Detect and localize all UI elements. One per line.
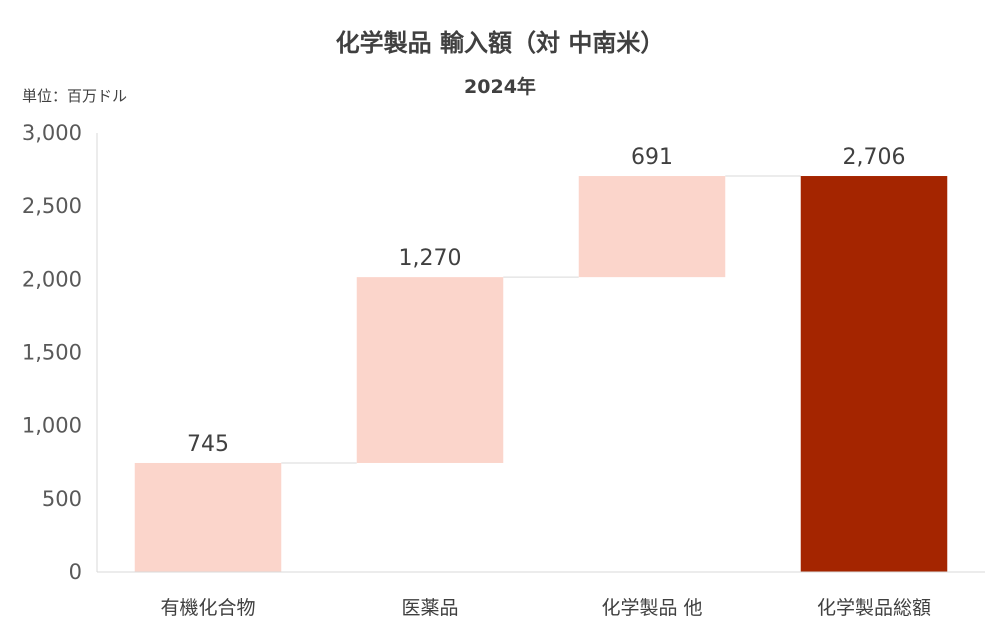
data-labels: 745 1,270 691 2,706 <box>187 145 905 457</box>
x-tick-label: 医薬品 <box>401 597 458 619</box>
y-tick-label: 2,000 <box>22 267 82 291</box>
bar-total <box>800 176 948 572</box>
bar-increment <box>578 176 726 278</box>
x-tick-label: 有機化合物 <box>160 597 255 619</box>
connector-lines <box>281 175 801 464</box>
y-tick-label: 2,500 <box>22 194 82 218</box>
y-tick-label: 3,000 <box>22 121 82 145</box>
y-tick-label: 1,000 <box>22 414 82 438</box>
bars <box>134 176 948 572</box>
x-tick-label: 化学製品 他 <box>601 597 702 619</box>
chart-title: 化学製品 輸入額（対 中南米） <box>336 29 665 57</box>
bar-increment <box>134 462 282 572</box>
y-tick-label: 0 <box>69 560 82 584</box>
data-label: 1,270 <box>399 246 462 271</box>
data-label: 691 <box>631 145 673 170</box>
data-label: 2,706 <box>843 145 906 170</box>
unit-label: 単位：百万ドル <box>22 87 127 105</box>
bar-increment <box>356 277 504 463</box>
chart-subtitle: 2024年 <box>464 75 536 98</box>
x-axis: 有機化合物 医薬品 化学製品 他 化学製品総額 <box>97 571 985 619</box>
data-label: 745 <box>187 432 229 457</box>
x-tick-label: 化学製品総額 <box>817 597 931 619</box>
y-tick-label: 500 <box>42 487 82 511</box>
y-axis: 0 500 1,000 1,500 2,000 2,500 3,000 <box>22 121 98 584</box>
y-tick-label: 1,500 <box>22 341 82 365</box>
